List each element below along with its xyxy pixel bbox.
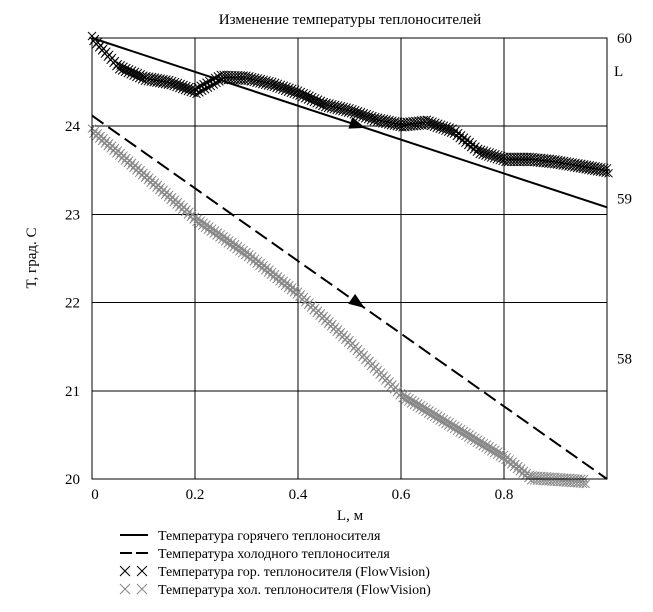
x-tick-label: 0.6 [392, 487, 411, 503]
right-tick-label: 58 [617, 352, 632, 368]
legend: Температура горячего теплоносителя Темпер… [119, 529, 431, 598]
series-layer [87, 31, 613, 489]
right-axis-label: L [614, 64, 623, 80]
series-line-cold [91, 114, 608, 480]
x-tick-label: 0.2 [186, 487, 205, 503]
x-axis-label: L, м [337, 508, 364, 524]
plot-frame [91, 37, 608, 480]
tick-labels: 0 0.2 0.4 0.6 0.8 20 21 22 23 24 58 59 60 [65, 31, 632, 503]
y-tick-label: 21 [65, 384, 80, 400]
chart-title: Изменение температуры теплоносителей [219, 12, 481, 28]
right-tick-label: 60 [617, 31, 632, 47]
series-arrow-marker [348, 293, 365, 309]
legend-label: Температура хол. теплоносителя (FlowVisi… [158, 583, 431, 598]
legend-item: Температура хол. теплоносителя (FlowVisi… [119, 583, 431, 598]
legend-label: Температура горячего теплоносителя [158, 529, 381, 544]
x-tick-label: 0.4 [289, 487, 308, 503]
y-tick-label: 23 [65, 207, 80, 223]
y-tick-label: 22 [65, 296, 80, 312]
legend-item: Температура горячего теплоносителя [120, 529, 381, 544]
series-flowvision-3 [87, 124, 590, 489]
legend-item: Температура холодного теплоносителя [120, 547, 390, 562]
y-tick-label: 20 [65, 472, 80, 488]
series-line-hot [91, 37, 608, 209]
y-tick-label: 24 [65, 119, 81, 135]
series-arrow-marker [348, 117, 366, 129]
x-tick-label: 0 [91, 487, 99, 503]
y-axis-label: T, град. С [24, 228, 40, 289]
right-tick-label: 59 [617, 191, 632, 207]
series-flowvision-2 [87, 31, 613, 178]
legend-label: Температура холодного теплоносителя [158, 547, 390, 562]
legend-item: Температура гор. теплоносителя (FlowVisi… [119, 565, 430, 580]
legend-label: Температура гор. теплоносителя (FlowVisi… [158, 565, 430, 580]
x-tick-label: 0.8 [495, 487, 514, 503]
